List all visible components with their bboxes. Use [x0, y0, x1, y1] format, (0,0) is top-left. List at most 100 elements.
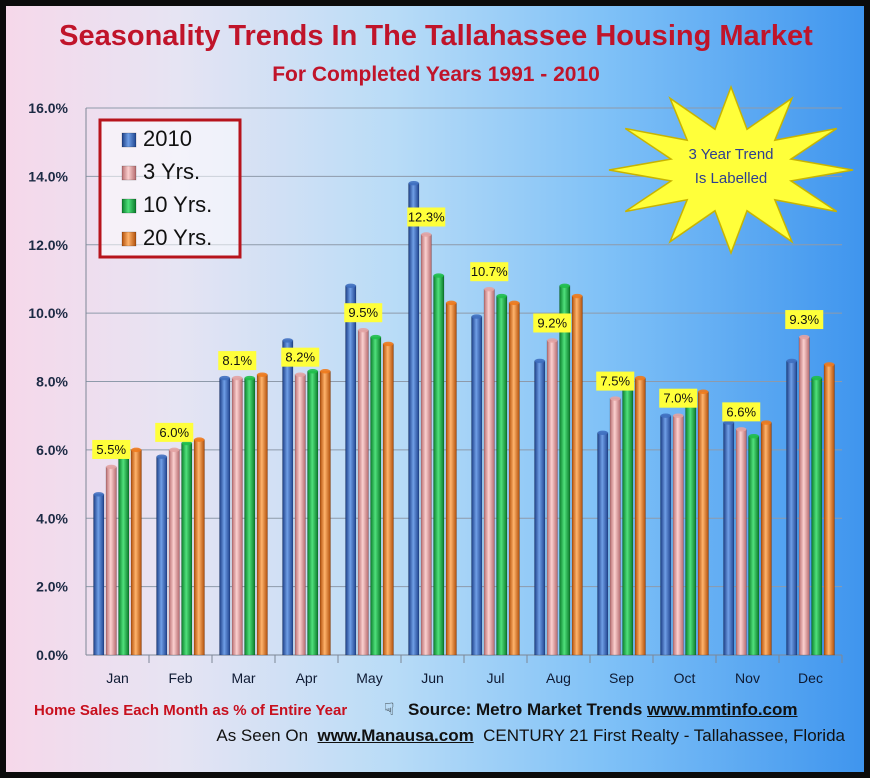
bar: [760, 422, 772, 656]
data-label-bg: [722, 402, 761, 422]
bar: [723, 422, 735, 656]
bar: [811, 377, 823, 656]
data-label-bg: [533, 313, 572, 333]
bar: [357, 329, 369, 656]
x-tick-label: Mar: [231, 670, 255, 686]
data-label-bg: [407, 207, 446, 227]
bar: [798, 336, 810, 656]
legend-label: 10 Yrs.: [143, 192, 212, 217]
footer-line-2: As Seen On www.Manausa.com CENTURY 21 Fi…: [0, 726, 870, 750]
data-label-bg: [155, 422, 194, 442]
bar: [433, 275, 445, 656]
bar: [622, 388, 634, 656]
x-tick-label: Dec: [798, 670, 823, 686]
data-label-bg: [659, 388, 698, 408]
bars: [93, 181, 835, 656]
x-tick-label: Feb: [168, 670, 192, 686]
bar: [219, 377, 231, 656]
bar-cap: [282, 338, 293, 343]
bar: [244, 377, 256, 656]
x-tick-label: Sep: [609, 670, 634, 686]
bar-cap: [106, 464, 117, 470]
legend-swatch: [121, 198, 137, 214]
data-label-bg: [92, 439, 131, 459]
bar: [93, 494, 105, 656]
x-tick-label: Jun: [421, 670, 444, 686]
bar-cap: [169, 447, 180, 453]
bar-cap: [156, 454, 167, 459]
burst-line-2: Is Labelled: [695, 170, 768, 187]
data-label-bg: [344, 303, 383, 323]
x-tick-label: Jul: [487, 670, 505, 686]
bar-cap: [723, 420, 734, 425]
bar: [130, 449, 142, 656]
bar-cap: [358, 328, 369, 333]
bar-cap: [786, 358, 797, 364]
bar: [156, 456, 168, 656]
data-label: 6.0%: [159, 425, 189, 440]
bar-cap: [370, 334, 381, 340]
bar: [609, 398, 621, 656]
bar: [546, 340, 558, 656]
x-tick-label: Jan: [106, 670, 129, 686]
bar: [370, 336, 382, 656]
source-link[interactable]: www.mmtinfo.com: [647, 700, 798, 719]
data-label-bg: [281, 347, 320, 367]
bar-cap: [534, 358, 545, 364]
bar-cap: [408, 181, 419, 186]
bar-cap: [509, 300, 520, 306]
seen-on-label: As Seen On: [216, 726, 309, 745]
bar-cap: [244, 375, 255, 381]
bar: [685, 405, 697, 656]
data-label: 7.0%: [663, 391, 693, 406]
starburst-callout: 3 Year Trend Is Labelled: [608, 84, 854, 256]
bar: [559, 285, 571, 656]
x-axis-ticks: Jan Feb Mar Apr May Jun Jul Aug Sep Oct Nov Dec: [106, 655, 843, 686]
bar: [420, 234, 432, 656]
bar-cap: [698, 389, 709, 394]
x-tick-label: Nov: [735, 670, 760, 686]
bar: [345, 285, 357, 656]
bar: [105, 466, 117, 656]
bar-cap: [496, 293, 507, 299]
data-label: 12.3%: [408, 209, 445, 224]
bar: [534, 360, 546, 656]
legend-label: 2010: [143, 126, 192, 151]
bar: [168, 449, 180, 656]
bar-cap: [421, 232, 432, 237]
footer-source: Source: Metro Market Trends www.mmtinfo.…: [408, 700, 798, 720]
data-label: 9.5%: [348, 305, 378, 320]
seen-on-link[interactable]: www.Manausa.com: [317, 726, 474, 745]
bar-cap: [572, 293, 583, 299]
bar: [181, 442, 193, 656]
bar: [445, 302, 457, 656]
y-tick-label: 14.0%: [28, 168, 68, 184]
bar: [307, 370, 319, 656]
data-label: 7.5%: [600, 374, 630, 389]
legend-swatch: [121, 165, 137, 181]
bar: [471, 316, 483, 656]
bar: [483, 288, 495, 656]
bar: [231, 377, 243, 656]
x-tick-label: Apr: [296, 670, 318, 686]
data-label: 5.5%: [96, 442, 126, 457]
starburst-shape: [608, 84, 854, 256]
bar: [118, 456, 130, 656]
x-tick-label: May: [356, 670, 382, 686]
bar: [193, 439, 205, 656]
data-label-bg: [218, 351, 257, 371]
bar-cap: [635, 375, 646, 381]
bar: [282, 340, 294, 656]
data-label: 9.3%: [789, 312, 819, 327]
y-tick-label: 8.0%: [36, 374, 68, 390]
footer-caption: Home Sales Each Month as % of Entire Yea…: [34, 702, 348, 719]
data-label-bg: [596, 371, 635, 391]
data-label: 8.1%: [222, 353, 252, 368]
data-label: 10.7%: [471, 264, 508, 279]
y-tick-label: 2.0%: [36, 579, 68, 595]
data-label: 6.6%: [726, 404, 756, 419]
chart-subtitle: For Completed Years 1991 - 2010: [272, 63, 600, 86]
bar-cap: [673, 413, 684, 418]
bar-cap: [446, 300, 457, 306]
